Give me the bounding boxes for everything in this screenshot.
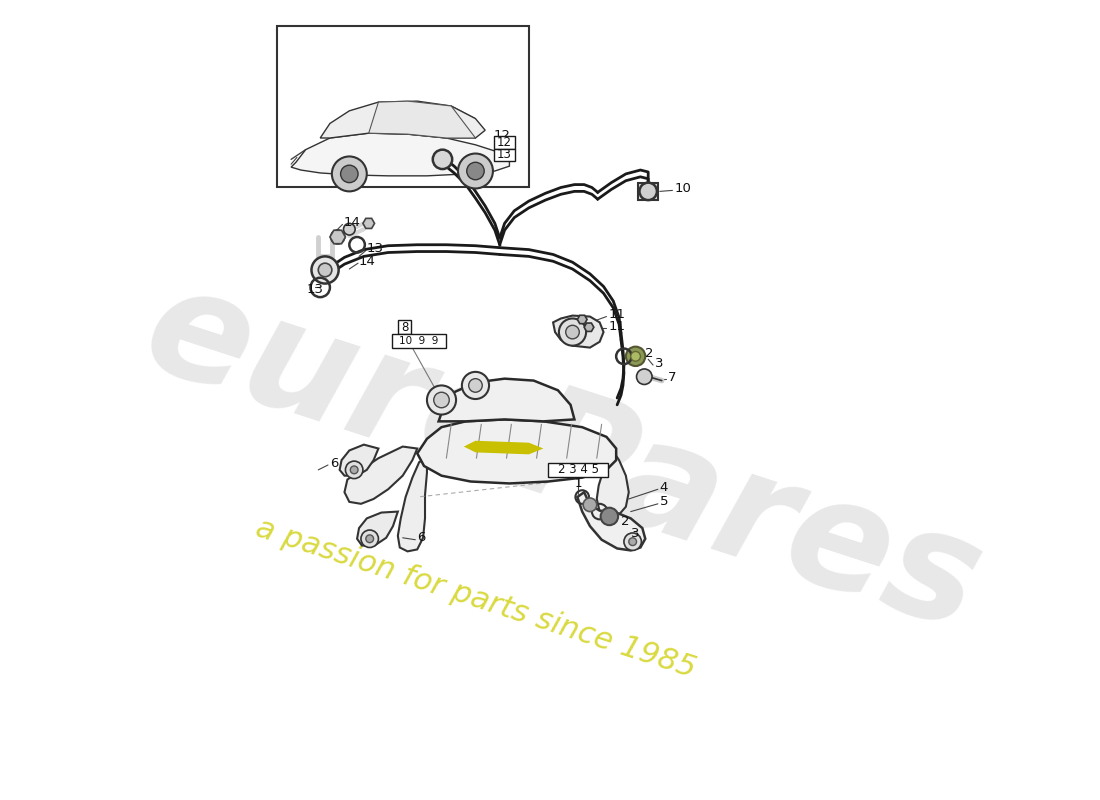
Polygon shape: [398, 458, 427, 551]
Text: 2: 2: [646, 347, 653, 360]
Polygon shape: [292, 133, 509, 176]
Polygon shape: [340, 445, 378, 476]
Circle shape: [626, 346, 646, 366]
Circle shape: [318, 263, 332, 277]
Bar: [276, 26, 529, 186]
Text: 13: 13: [307, 283, 323, 296]
Polygon shape: [584, 323, 594, 331]
Text: 13: 13: [497, 149, 512, 162]
Polygon shape: [330, 230, 345, 244]
Polygon shape: [417, 419, 616, 483]
Text: 5: 5: [660, 495, 669, 508]
Text: 7: 7: [668, 371, 676, 384]
Text: 11: 11: [608, 308, 626, 321]
Text: 12: 12: [494, 129, 510, 142]
Polygon shape: [320, 101, 485, 138]
Circle shape: [624, 533, 641, 550]
Text: 10: 10: [674, 182, 691, 195]
Bar: [638, 182, 658, 200]
Text: euroPares: euroPares: [126, 254, 999, 663]
Text: 8: 8: [400, 321, 408, 334]
Text: 6: 6: [417, 531, 426, 544]
Text: 2: 2: [621, 514, 629, 528]
Circle shape: [433, 392, 449, 408]
Polygon shape: [439, 378, 574, 422]
Text: 1: 1: [574, 477, 582, 490]
Circle shape: [332, 157, 366, 191]
Polygon shape: [578, 315, 587, 324]
Circle shape: [630, 351, 640, 361]
Circle shape: [311, 256, 339, 283]
Text: a passion for parts since 1985: a passion for parts since 1985: [252, 514, 700, 684]
Circle shape: [361, 530, 378, 547]
Bar: [494, 149, 515, 162]
Text: 3: 3: [654, 357, 663, 370]
Text: 3: 3: [630, 527, 639, 541]
Circle shape: [559, 318, 586, 346]
Polygon shape: [553, 315, 604, 348]
Bar: [494, 136, 515, 149]
Circle shape: [469, 378, 482, 392]
Text: 14: 14: [343, 216, 361, 229]
Circle shape: [427, 386, 456, 414]
Circle shape: [583, 498, 597, 511]
Polygon shape: [344, 446, 417, 504]
Polygon shape: [597, 449, 629, 517]
Circle shape: [366, 535, 374, 542]
Text: 13: 13: [366, 242, 384, 255]
Circle shape: [629, 538, 637, 546]
Text: 6: 6: [330, 457, 339, 470]
Polygon shape: [578, 492, 646, 550]
Text: 2 3 4 5: 2 3 4 5: [558, 463, 598, 476]
Text: 10  9  9: 10 9 9: [399, 336, 439, 346]
Polygon shape: [368, 101, 475, 138]
Circle shape: [350, 466, 359, 474]
Bar: [548, 463, 608, 477]
Circle shape: [432, 150, 452, 169]
Text: 11: 11: [608, 320, 626, 333]
Circle shape: [565, 326, 580, 339]
Circle shape: [345, 461, 363, 478]
Circle shape: [343, 223, 355, 235]
Polygon shape: [358, 511, 398, 546]
Circle shape: [639, 182, 657, 200]
Text: 12: 12: [497, 136, 513, 149]
Bar: [392, 334, 447, 348]
Circle shape: [601, 508, 618, 525]
Circle shape: [458, 154, 493, 189]
Text: 4: 4: [660, 481, 668, 494]
Polygon shape: [363, 218, 374, 229]
Circle shape: [331, 230, 344, 244]
Text: 14: 14: [359, 254, 376, 268]
Polygon shape: [464, 441, 543, 454]
Circle shape: [462, 372, 490, 399]
Circle shape: [341, 165, 359, 182]
Circle shape: [466, 162, 484, 180]
Circle shape: [637, 369, 652, 385]
Bar: [398, 321, 411, 334]
